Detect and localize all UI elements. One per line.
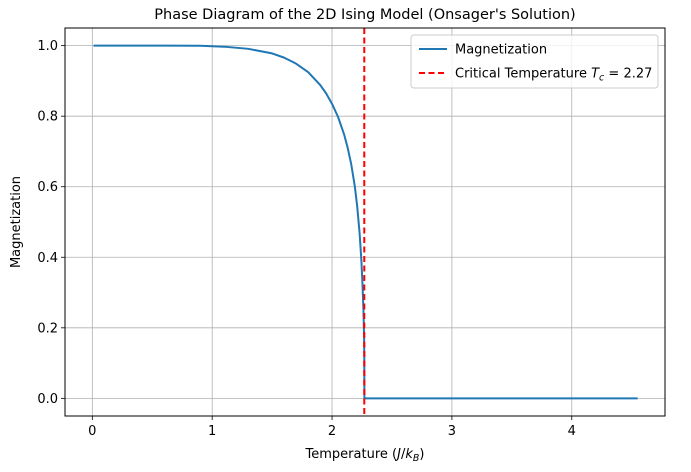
legend-label-magnetization: Magnetization	[455, 43, 547, 58]
x-tick-label: 4	[568, 424, 576, 439]
y-tick-label: 1.0	[37, 39, 58, 54]
chart-title: Phase Diagram of the 2D Ising Model (Ons…	[154, 7, 575, 23]
legend-label-critical-temperature: Critical Temperature Tc = 2.27	[455, 67, 652, 84]
x-axis-label: Temperature (J/kB)	[305, 447, 425, 464]
y-tick-label: 0.4	[37, 251, 58, 266]
y-tick-label: 0.6	[37, 180, 58, 195]
axes-frame	[64, 27, 666, 417]
y-tick-label: 0.8	[37, 110, 58, 125]
x-tick-label: 3	[448, 424, 456, 439]
y-ticks: 0.0 0.2 0.4 0.6 0.8 1.0	[37, 39, 65, 407]
y-tick-label: 0.2	[37, 321, 58, 336]
legend-box	[410, 34, 659, 89]
x-tick-label: 1	[208, 424, 216, 439]
series-group	[93, 28, 638, 416]
y-tick-label: 0.0	[37, 392, 58, 407]
magnetization-line	[93, 44, 638, 400]
y-axis-label: Magnetization	[9, 176, 24, 268]
x-tick-label: 0	[88, 424, 96, 439]
legend: Magnetization Critical Temperature Tc = …	[410, 34, 659, 89]
x-ticks: 0 1 2 3 4	[88, 416, 576, 439]
x-tick-label: 2	[328, 424, 336, 439]
